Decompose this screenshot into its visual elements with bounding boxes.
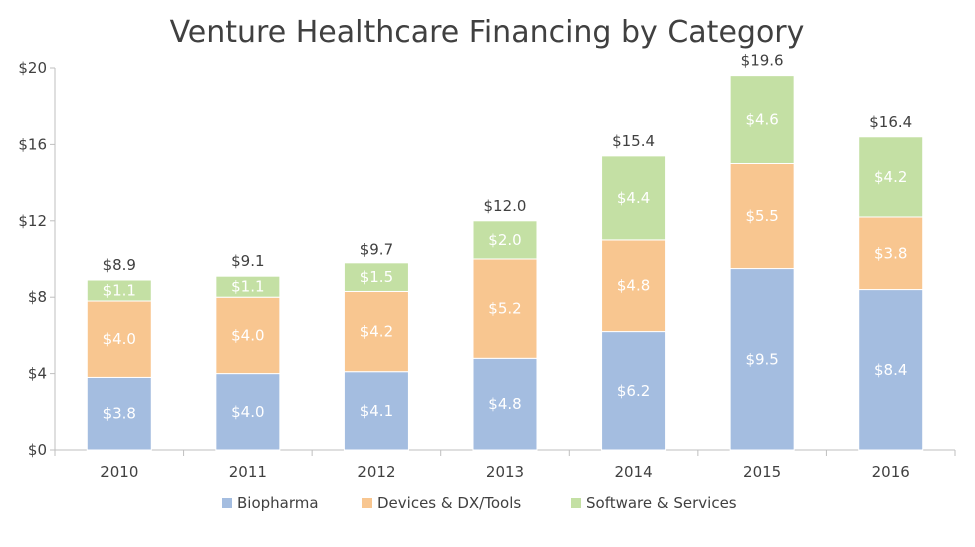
bar-segment bbox=[86, 376, 152, 451]
bar-segment-label: $1.5 bbox=[360, 268, 393, 286]
bar-total-label: $9.1 bbox=[231, 252, 264, 270]
bar-segment-label: $4.8 bbox=[488, 395, 521, 413]
bar-total-label: $9.7 bbox=[360, 241, 393, 259]
axes: $0 $4 $8 $12 $16 $20 2010 2011 2012 2013 2014 2015 2… bbox=[18, 59, 956, 481]
bar-segment bbox=[215, 373, 281, 451]
legend-label: Devices & DX/Tools bbox=[377, 494, 521, 512]
x-tick-label: 2011 bbox=[229, 463, 267, 481]
x-tick-label: 2014 bbox=[614, 463, 652, 481]
bar-total-label: $19.6 bbox=[741, 52, 784, 70]
bar-segment-label: $4.0 bbox=[103, 330, 136, 348]
bar-segment-label: $4.2 bbox=[360, 323, 393, 341]
bar-segment-label: $4.0 bbox=[231, 326, 264, 344]
x-tick-label: 2013 bbox=[486, 463, 524, 481]
bar-segment-label: $8.4 bbox=[874, 361, 907, 379]
bar-segment bbox=[601, 331, 667, 451]
bar-segment-label: $4.1 bbox=[360, 402, 393, 420]
bar-segment bbox=[343, 290, 409, 373]
bar-segment-label: $2.0 bbox=[488, 231, 521, 249]
bar-segment-label: $4.2 bbox=[874, 168, 907, 186]
y-tick-label: $20 bbox=[18, 59, 47, 77]
bar-segment-label: $4.6 bbox=[745, 111, 778, 129]
y-tick-label: $16 bbox=[18, 135, 47, 153]
y-tick-label: $4 bbox=[28, 365, 47, 383]
legend-swatch bbox=[362, 498, 372, 508]
bar-segment-label: $4.8 bbox=[617, 277, 650, 295]
bar-segment bbox=[729, 75, 795, 164]
bar-segment-label: $5.5 bbox=[745, 207, 778, 225]
bar-segment bbox=[343, 262, 409, 292]
legend: Biopharma Devices & DX/Tools Software & Se… bbox=[222, 494, 737, 512]
bar-segment-label: $5.2 bbox=[488, 300, 521, 318]
bar-segment bbox=[858, 216, 924, 291]
y-tick-label: $0 bbox=[28, 441, 47, 459]
bar-total-label: $12.0 bbox=[484, 197, 527, 215]
bar-segment-label: $6.2 bbox=[617, 382, 650, 400]
x-tick-label: 2016 bbox=[872, 463, 910, 481]
x-tick-label: 2015 bbox=[743, 463, 781, 481]
bar-segment bbox=[343, 371, 409, 451]
bars: $3.8 $4.0 $1.1 $8.9 $4.0 $4.0 $1.1 $9.1 $4.1 $4.2… bbox=[86, 52, 924, 451]
bar-segment-label: $3.8 bbox=[874, 244, 907, 262]
x-tick-label: 2010 bbox=[100, 463, 138, 481]
legend-label: Biopharma bbox=[237, 494, 319, 512]
bar-segment bbox=[472, 357, 538, 451]
y-tick-label: $8 bbox=[28, 288, 47, 306]
bar-segment-label: $9.5 bbox=[745, 350, 778, 368]
legend-swatch bbox=[222, 498, 232, 508]
y-tick-label: $12 bbox=[18, 212, 47, 230]
bar-segment bbox=[858, 289, 924, 451]
bar-segment-label: $3.8 bbox=[103, 405, 136, 423]
bar-segment bbox=[729, 163, 795, 270]
bar-segment bbox=[729, 268, 795, 451]
legend-swatch bbox=[571, 498, 581, 508]
bar-segment-label: $4.4 bbox=[617, 189, 650, 207]
x-tick-label: 2012 bbox=[357, 463, 395, 481]
bar-segment bbox=[858, 136, 924, 218]
bar-total-label: $16.4 bbox=[869, 113, 912, 131]
bar-segment-label: $4.0 bbox=[231, 403, 264, 421]
bar-segment bbox=[601, 239, 667, 333]
bar-segment bbox=[472, 220, 538, 260]
bar-total-label: $15.4 bbox=[612, 132, 655, 150]
chart-title: Venture Healthcare Financing by Category bbox=[170, 15, 805, 50]
bar-segment-label: $1.1 bbox=[231, 278, 264, 296]
bar-segment bbox=[215, 275, 281, 298]
bar-segment-label: $1.1 bbox=[103, 282, 136, 300]
bar-segment bbox=[601, 155, 667, 241]
bar-segment bbox=[86, 279, 152, 302]
bar-segment bbox=[472, 258, 538, 359]
bar-segment bbox=[215, 296, 281, 375]
legend-label: Software & Services bbox=[586, 494, 737, 512]
bar-total-label: $8.9 bbox=[103, 256, 136, 274]
